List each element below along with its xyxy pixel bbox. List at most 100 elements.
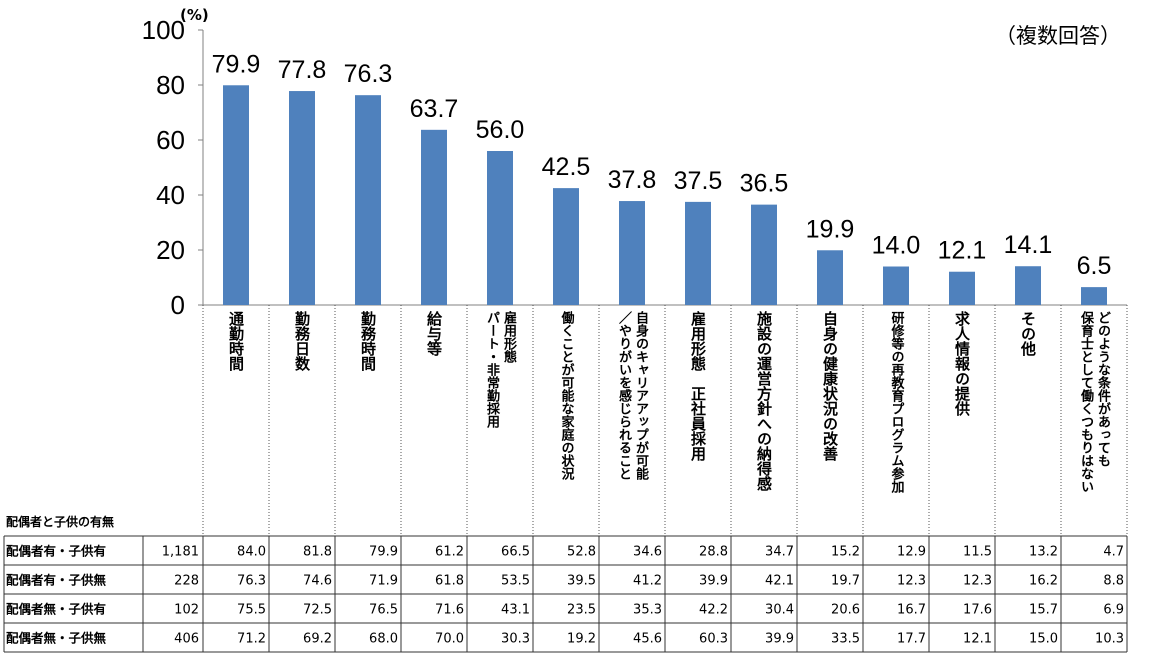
y-tick-label: 40	[156, 180, 185, 210]
table-row-label: 配偶者有・子供無	[6, 573, 107, 588]
table-cell: 60.3	[699, 632, 728, 647]
table-row-label: 配偶者有・子供有	[6, 544, 106, 559]
table-cell: 16.2	[1029, 574, 1058, 589]
bar	[223, 85, 249, 306]
table-cell: 72.5	[303, 603, 332, 618]
table-cell: 79.9	[369, 545, 398, 560]
table-cell: 10.3	[1095, 632, 1124, 647]
data-label: 42.5	[542, 153, 591, 181]
category-label: 雇用形態 正社員採用	[689, 310, 707, 462]
table-cell: 61.8	[435, 574, 464, 589]
bar	[817, 250, 843, 305]
bar	[355, 95, 381, 305]
bar	[487, 151, 513, 305]
y-tick-label: 0	[171, 290, 185, 320]
table-cell: 33.5	[831, 632, 860, 647]
table-cell: 4.7	[1103, 545, 1124, 560]
table-cell: 70.0	[435, 632, 464, 647]
category-label: パート・非常勤採用	[484, 311, 501, 429]
table-cell: 45.6	[633, 632, 662, 647]
y-tick-label: 60	[156, 125, 185, 155]
table-cell: 39.5	[567, 574, 596, 589]
data-label: 63.7	[410, 95, 459, 123]
category-label: どのような条件があっても	[1095, 311, 1111, 467]
category-label: 研修等の再教育プログラム参加	[889, 311, 906, 494]
table-cell: 76.3	[237, 574, 266, 589]
table-cell: 43.1	[501, 603, 530, 618]
table-cell: 42.1	[765, 574, 794, 589]
data-label: 77.8	[278, 56, 327, 84]
table-cell: 12.1	[963, 632, 992, 647]
unit-label: (%)	[180, 6, 209, 24]
chart-bars	[223, 85, 1107, 306]
table-cell: 30.4	[765, 603, 794, 618]
y-tick-label: 80	[156, 70, 185, 100]
table-cell: 19.7	[831, 574, 860, 589]
data-label: 56.0	[476, 116, 525, 144]
table-cell: 71.6	[435, 603, 464, 618]
table-cell: 23.5	[567, 603, 596, 618]
bar	[1081, 287, 1107, 305]
category-label: 勤務時間	[359, 310, 377, 372]
table-cell: 8.8	[1103, 574, 1124, 589]
category-label: 施設の運営方針への納得感	[755, 310, 773, 492]
chart-axes: 0 20 40 60 80 100	[142, 15, 1128, 535]
table-cell: 15.2	[831, 545, 860, 560]
table-cell: 52.8	[567, 545, 596, 560]
chart-labels: 79.9 通勤時間 77.8 勤務日数 76.3 勤務時間 63.7 給与等 56.0 雇用形態パ…	[212, 50, 1112, 494]
table-cell: 69.2	[303, 632, 332, 647]
data-label: 14.1	[1004, 231, 1053, 259]
table-cell: 12.3	[963, 574, 992, 589]
data-label: 36.5	[740, 170, 789, 198]
data-label: 19.9	[806, 215, 855, 243]
table-cell: 66.5	[501, 545, 530, 560]
table-cell: 39.9	[699, 574, 728, 589]
category-label: その他	[1019, 311, 1037, 357]
category-label: 求人情報の提供	[953, 310, 971, 417]
category-label: 給与等	[425, 310, 443, 357]
y-tick-label: 20	[156, 235, 185, 265]
data-label: 79.9	[212, 50, 261, 78]
table-cell-n: 102	[174, 603, 199, 618]
table-cell: 39.9	[765, 632, 794, 647]
table-cell: 41.2	[633, 574, 662, 589]
category-label: 勤務日数	[293, 310, 311, 372]
table-cell: 53.5	[501, 574, 530, 589]
table-cell: 20.6	[831, 603, 860, 618]
bar	[751, 204, 777, 305]
table-cell-n: 1,181	[162, 545, 199, 560]
data-label: 14.0	[872, 232, 921, 260]
table-cell: 68.0	[369, 632, 398, 647]
table-cell: 76.5	[369, 603, 398, 618]
table-cell: 61.2	[435, 545, 464, 560]
table-header-label: 配偶者と子供の有無	[6, 514, 114, 529]
table-cell: 28.8	[699, 545, 728, 560]
bar	[619, 201, 645, 305]
category-label: 保育士として働くつもりはない	[1078, 310, 1095, 493]
table-cell: 42.2	[699, 603, 728, 618]
table-cell: 17.6	[963, 603, 992, 618]
table-cell-n: 228	[174, 574, 199, 589]
category-label: 自身のキャリアアップが可能	[633, 310, 649, 481]
response-note: （複数回答）	[995, 24, 1121, 48]
table-cell: 6.9	[1103, 603, 1124, 618]
bar	[421, 129, 447, 305]
data-label: 37.5	[674, 167, 723, 195]
table-cell: 15.0	[1029, 632, 1058, 647]
table-cell: 30.3	[501, 632, 530, 647]
table-cell: 34.7	[765, 545, 794, 560]
table-cell: 71.9	[369, 574, 398, 589]
table-cell: 34.6	[633, 545, 662, 560]
bar	[685, 201, 711, 305]
table-cell-n: 406	[174, 632, 199, 647]
table-cell: 35.3	[633, 603, 662, 618]
table-cell: 11.5	[963, 545, 992, 560]
bar	[949, 271, 975, 305]
table-cell: 12.3	[897, 574, 926, 589]
category-label: 雇用形態	[501, 310, 518, 364]
table-cell: 17.7	[897, 632, 926, 647]
category-label: 働くことが可能な家庭の状況	[559, 310, 576, 481]
table-row-label: 配偶者無・子供有	[6, 602, 106, 617]
table-cell: 13.2	[1029, 545, 1058, 560]
